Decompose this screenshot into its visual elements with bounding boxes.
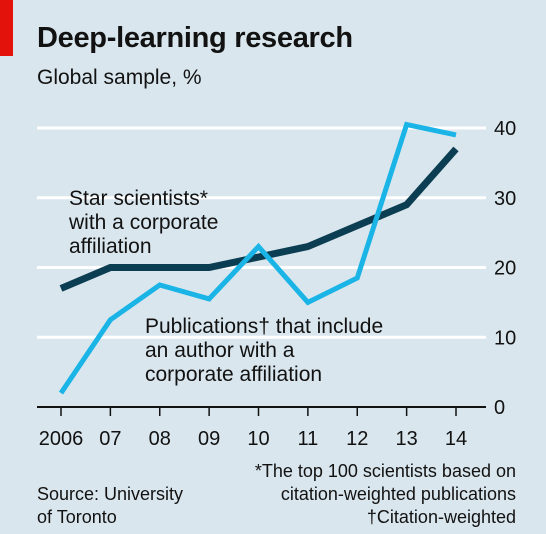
x-tick-label: 2006 [39, 428, 84, 450]
series-label-star-scientists: Star scientists* [69, 187, 208, 210]
footnote-line: *The top 100 scientists based on [254, 461, 516, 481]
chart-title: Deep-learning research [37, 22, 353, 54]
series-label-star-scientists: with a corporate [68, 211, 218, 234]
x-tick-label: 12 [346, 428, 368, 450]
y-tick-label: 0 [494, 397, 505, 419]
footnote-line: †Citation-weighted [366, 507, 516, 527]
footnotes: *The top 100 scientists based on citatio… [255, 460, 516, 529]
series-label-publications: Publications† that include [145, 315, 383, 338]
y-tick-label: 30 [494, 188, 516, 210]
x-tick-label: 14 [445, 428, 467, 450]
x-tick-label: 08 [149, 428, 171, 450]
series-label-publications: corporate affiliation [145, 363, 322, 386]
y-tick-label: 10 [494, 327, 516, 349]
chart-subtitle: Global sample, % [37, 66, 202, 89]
y-tick-label: 40 [494, 118, 516, 140]
source-line: Source: University [37, 484, 184, 504]
x-tick-label: 07 [99, 428, 121, 450]
series-label-publications: an author with a [145, 339, 295, 362]
series-line-star-scientists [59, 146, 459, 292]
series-labels: Star scientists*with a corporateaffiliat… [68, 187, 383, 386]
series-lines [58, 121, 459, 395]
series-label-star-scientists: affiliation [69, 235, 152, 258]
x-tick-label: 11 [297, 428, 318, 450]
x-tick-label: 13 [396, 428, 418, 450]
y-tick-label: 20 [494, 258, 516, 280]
x-axis: 2006 07 08 09 10 11 12 13 14 [37, 406, 486, 450]
source-line: of Toronto [37, 507, 117, 527]
footnote-line: citation-weighted publications [280, 484, 516, 504]
x-tick-label: 10 [247, 428, 269, 450]
source-note: Source: University of Toronto [37, 483, 217, 529]
accent-tag [0, 0, 13, 56]
x-tick-label: 09 [198, 428, 220, 450]
series-line-publications [58, 121, 457, 395]
